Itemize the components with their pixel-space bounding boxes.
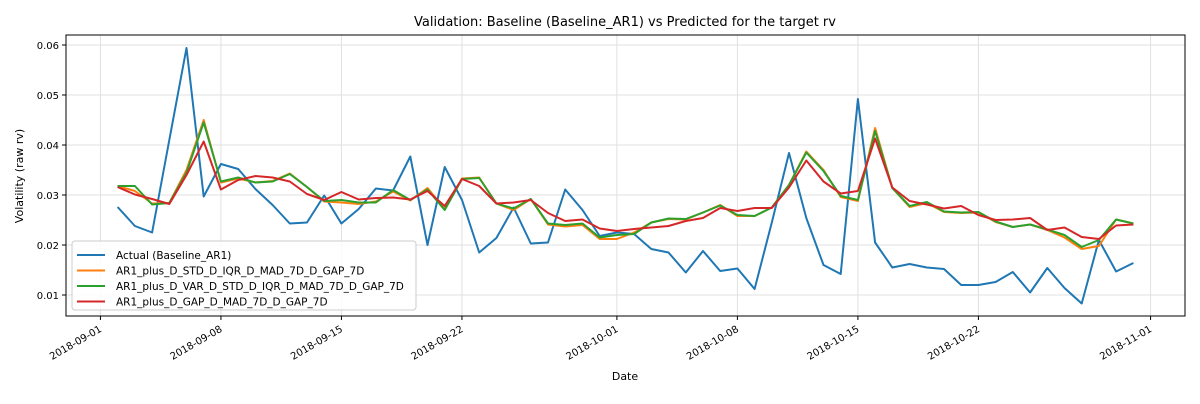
x-axis-label: Date [612, 370, 639, 383]
y-tick-label: 0.04 [37, 141, 59, 152]
x-tick-label: 2018-09-22 [410, 324, 466, 363]
x-axis: 2018-09-01 2018-09-08 2018-09-15 2018-09-22… [48, 316, 1154, 363]
x-tick-label: 2018-11-01 [1098, 324, 1154, 363]
x-tick-label: 2018-09-08 [169, 324, 225, 363]
y-tick-label: 0.03 [37, 191, 59, 202]
y-tick-label: 0.01 [37, 291, 59, 302]
y-tick-label: 0.06 [37, 41, 59, 52]
y-tick-label: 0.05 [37, 91, 59, 102]
x-tick-label: 2018-10-08 [685, 324, 741, 363]
series-line-2 [118, 123, 1134, 248]
legend-label: AR1_plus_D_VAR_D_STD_D_IQR_D_MAD_7D_D_GA… [116, 281, 404, 293]
y-axis: 0.01 0.02 0.03 0.04 0.05 0.06 [37, 41, 66, 302]
x-tick-label: 2018-09-15 [289, 324, 345, 363]
y-tick-label: 0.02 [37, 241, 59, 252]
x-tick-label: 2018-10-01 [565, 324, 621, 363]
x-tick-label: 2018-09-01 [48, 324, 104, 363]
x-tick-label: 2018-10-22 [926, 324, 982, 363]
series-line-3 [118, 139, 1134, 240]
legend: Actual (Baseline_AR1) AR1_plus_D_STD_D_IQ… [72, 241, 416, 310]
y-axis-label: Volatility (raw rv) [13, 129, 26, 223]
legend-label: AR1_plus_D_STD_D_IQR_D_MAD_7D_D_GAP_7D [116, 266, 364, 278]
legend-label: AR1_plus_D_GAP_D_MAD_7D_D_GAP_7D [116, 297, 328, 309]
x-tick-label: 2018-10-15 [806, 324, 862, 363]
legend-label: Actual (Baseline_AR1) [116, 250, 231, 262]
chart-title: Validation: Baseline (Baseline_AR1) vs P… [414, 15, 836, 30]
